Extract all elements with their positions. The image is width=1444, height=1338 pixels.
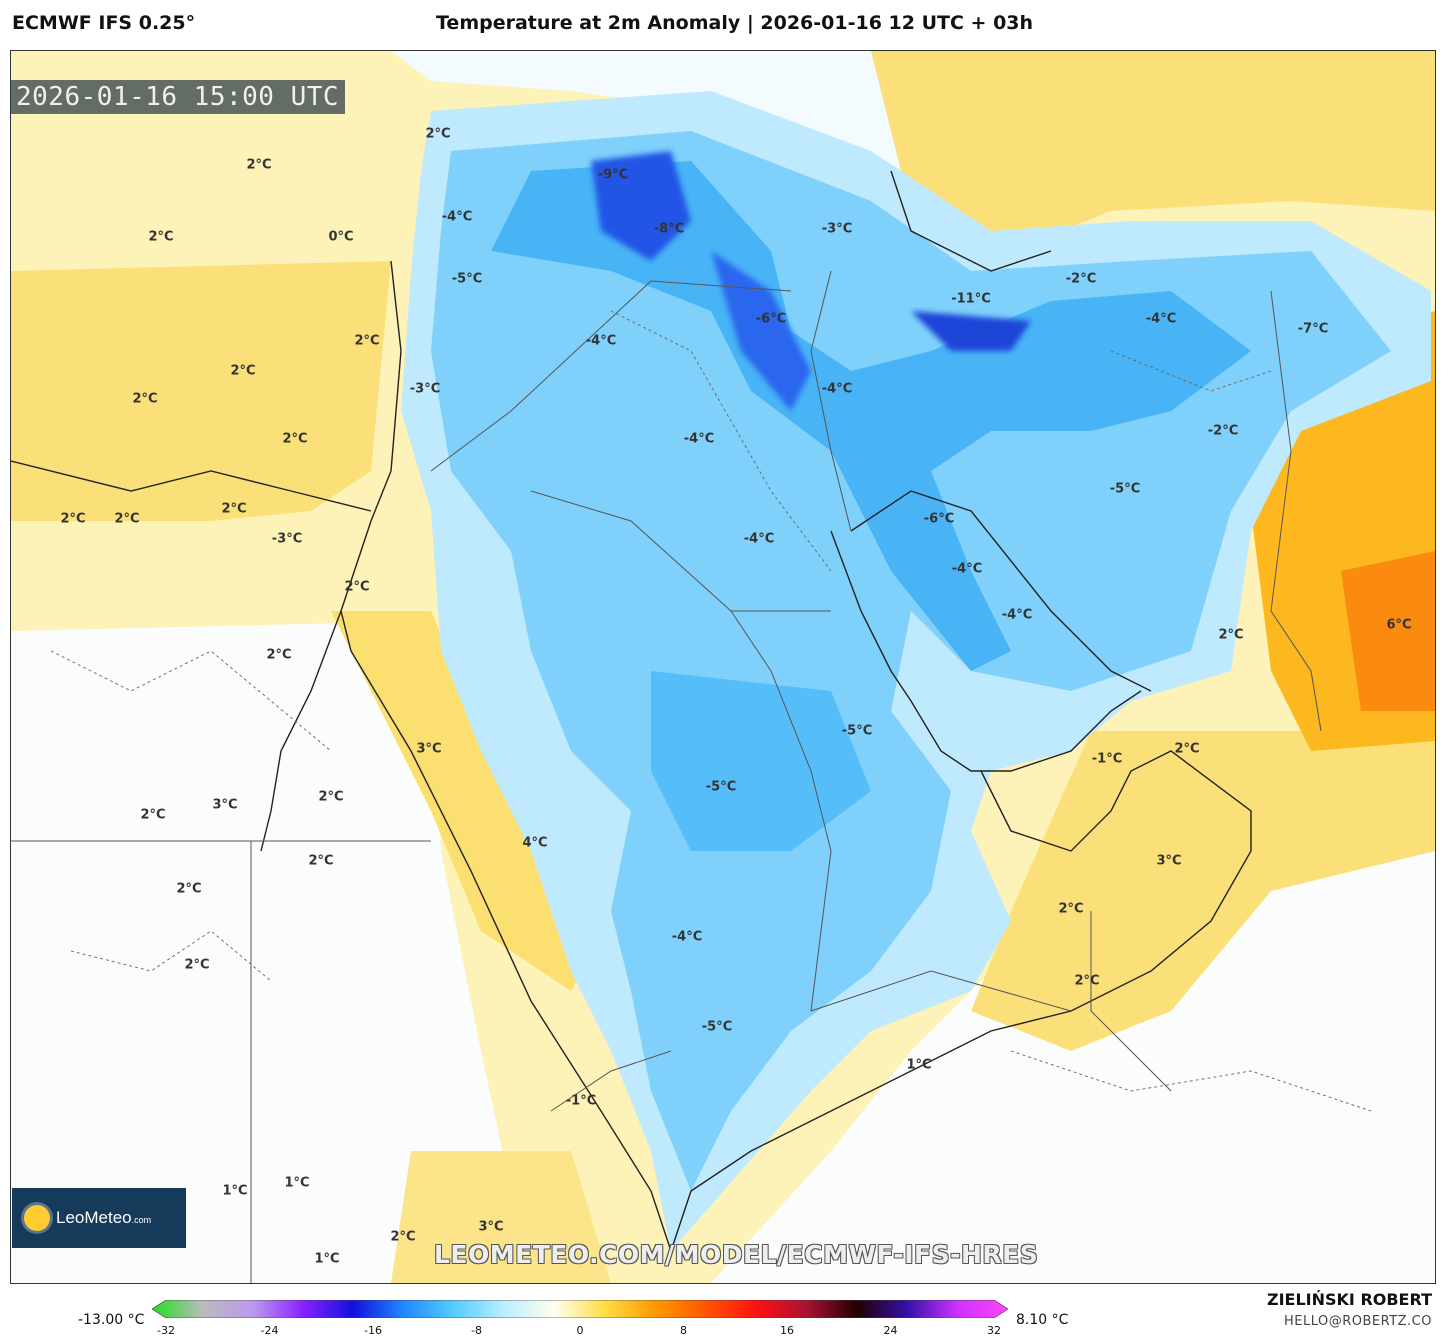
temperature-label: -4°C	[671, 929, 703, 945]
temperature-label: -5°C	[451, 271, 483, 287]
temperature-label: 1°C	[906, 1057, 932, 1073]
temperature-label: 2°C	[60, 511, 86, 527]
temperature-label: 2°C	[1074, 973, 1100, 989]
colorbar	[151, 1299, 1009, 1322]
cold-region-extreme-turkey	[591, 151, 691, 261]
temperature-label: 2°C	[230, 363, 256, 379]
warm-region-oman	[971, 711, 1435, 1051]
temperature-label: -4°C	[951, 561, 983, 577]
cold-region-core	[491, 161, 1251, 671]
temperature-label: -8°C	[653, 221, 685, 237]
colorbar-tick: 24	[883, 1324, 898, 1337]
neutral-region-africa	[11, 621, 531, 1283]
colorbar-tick: -16	[364, 1324, 382, 1337]
warm-region-caspian	[871, 51, 1435, 251]
colorbar-tick: 16	[780, 1324, 794, 1337]
temperature-label: 2°C	[148, 229, 174, 245]
temperature-label: -11°C	[951, 291, 991, 307]
temperature-label: -2°C	[1065, 271, 1097, 287]
temperature-label: -7°C	[1297, 321, 1329, 337]
temperature-label: 3°C	[416, 741, 442, 757]
logo-text: LeoMeteo.com	[56, 1208, 152, 1227]
temperature-label: 0°C	[328, 229, 354, 245]
temperature-label: -1°C	[1091, 751, 1123, 767]
cold-region-extreme-zagros	[711, 251, 811, 411]
temperature-label: 2°C	[390, 1229, 416, 1245]
warm-region-east-africa	[391, 1151, 611, 1283]
temperature-label: 2°C	[344, 579, 370, 595]
colorbar-tick: 8	[680, 1324, 687, 1337]
temperature-label: 2°C	[1174, 741, 1200, 757]
temperature-label: -3°C	[821, 221, 853, 237]
colorbar-tick: 0	[576, 1324, 584, 1337]
sun-icon	[24, 1205, 50, 1231]
country-borders	[11, 270, 1322, 1283]
temperature-label: -2°C	[1207, 423, 1239, 439]
neutral-region-north	[391, 51, 1011, 171]
temperature-label: 2°C	[308, 853, 334, 869]
temperature-label: 2°C	[184, 957, 210, 973]
model-name: ECMWF IFS 0.25°	[12, 12, 196, 34]
colorbar-tick: -8	[471, 1324, 482, 1337]
temperature-label: 2°C	[266, 647, 292, 663]
temperature-label: -4°C	[1145, 311, 1177, 327]
temperature-label: 3°C	[478, 1219, 504, 1235]
temperature-label: -4°C	[683, 431, 715, 447]
anomaly-contours	[50, 310, 1372, 1112]
temperature-label: 2°C	[425, 126, 451, 142]
temperature-label: -4°C	[585, 333, 617, 349]
author-email: HELLO@ROBERTZ.CO	[1283, 1314, 1432, 1329]
temperature-label: 2°C	[354, 333, 380, 349]
warm-region-hotspot	[1341, 551, 1435, 711]
leometeo-logo[interactable]: LeoMeteo.com	[12, 1188, 186, 1248]
temperature-label: 4°C	[522, 835, 548, 851]
anomaly-map[interactable]: 2°C 2°C -9°C 2°C -4°C 0°C -8°C -3°C -5°C -2°C -11°…	[10, 50, 1436, 1284]
temperature-label: 2°C	[318, 789, 344, 805]
temperature-label: -1°C	[565, 1093, 597, 1109]
colorbar-tick: -24	[260, 1324, 279, 1337]
colorbar-tick: 32	[987, 1324, 1001, 1337]
temperature-label: 2°C	[132, 391, 158, 407]
temperature-label: -4°C	[1001, 607, 1033, 623]
valid-time-badge: 2026-01-16 15:00 UTC	[10, 80, 346, 114]
temperature-label: -4°C	[743, 531, 775, 547]
temperature-label: 1°C	[284, 1175, 310, 1191]
temperature-label: 6°C	[1386, 617, 1412, 633]
temperature-label: -3°C	[409, 381, 441, 397]
colorbar-tick: -32	[157, 1324, 175, 1337]
warm-region-egypt	[11, 261, 391, 521]
temperature-label: -5°C	[701, 1019, 733, 1035]
temperature-label: -3°C	[271, 531, 303, 547]
temperature-label: 2°C	[140, 807, 166, 823]
temperature-label: 2°C	[1058, 901, 1084, 917]
temperature-label: 3°C	[1156, 853, 1182, 869]
temperature-label: 2°C	[246, 157, 272, 173]
temperature-label: 3°C	[212, 797, 238, 813]
temperature-label: -4°C	[441, 209, 473, 225]
chart-title: Temperature at 2m Anomaly | 2026-01-16 1…	[436, 12, 1034, 34]
temperature-label: -5°C	[705, 779, 737, 795]
temperature-label: -6°C	[755, 311, 787, 327]
temperature-label: 2°C	[176, 881, 202, 897]
temperature-label: 1°C	[314, 1251, 340, 1267]
cold-region-saudi	[651, 671, 871, 851]
warm-region-redsea	[331, 611, 591, 991]
temperature-label: -4°C	[821, 381, 853, 397]
temperature-label: 2°C	[114, 511, 140, 527]
colorbar-max-label: 8.10 °C	[1016, 1312, 1069, 1328]
map-canvas	[11, 51, 1435, 1283]
temperature-label: 2°C	[1218, 627, 1244, 643]
temperature-label: -6°C	[923, 511, 955, 527]
temperature-label: -9°C	[597, 167, 629, 183]
coastlines	[11, 170, 1252, 1252]
author-name: ZIELIŃSKI ROBERT	[1266, 1290, 1432, 1309]
source-watermark: LEOMETEO.COM/MODEL/ECMWF-IFS-HRES	[434, 1240, 1039, 1269]
temperature-label: 2°C	[282, 431, 308, 447]
temperature-label: -5°C	[841, 723, 873, 739]
colorbar-min-label: -13.00 °C	[78, 1312, 145, 1328]
cold-region-extreme-iran	[911, 311, 1031, 351]
temperature-label: 1°C	[222, 1183, 248, 1199]
temperature-label: 2°C	[221, 501, 247, 517]
temperature-label: -5°C	[1109, 481, 1141, 497]
